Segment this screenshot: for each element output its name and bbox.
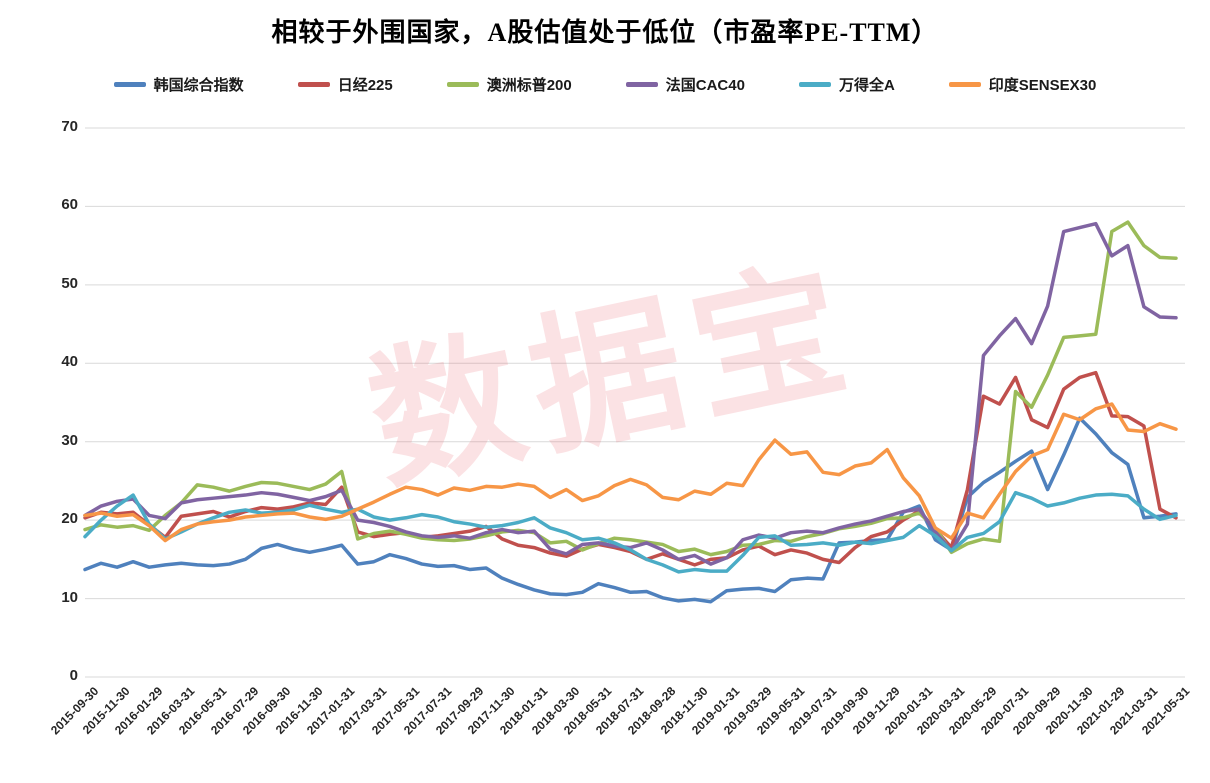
legend-label: 澳洲标普200 <box>486 77 572 94</box>
chart-title: 相较于外围国家，A股估值处于低位（市盈率PE-TTM） <box>271 18 939 47</box>
y-tick-label-20: 20 <box>61 510 78 528</box>
y-tick-label-40: 40 <box>61 353 78 371</box>
y-tick-label-0: 0 <box>69 667 78 684</box>
legend-swatch-icon <box>798 82 831 87</box>
legend-item-万得全A: 万得全A <box>798 74 895 95</box>
legend-swatch-icon <box>446 82 479 87</box>
y-tick-label-50: 50 <box>61 274 78 292</box>
series-line-日经225 <box>83 370 1178 567</box>
legend-swatch-icon <box>625 82 658 87</box>
series-line-印度SENSEX30 <box>83 402 1178 543</box>
legend-label: 印度SENSEX30 <box>988 77 1097 94</box>
legend: 韩国综合指数 日经225 澳洲标普200 法国CAC40 万得全A 印度SENSEX30 <box>0 74 1210 95</box>
series-line-韩国综合指数 <box>83 416 1178 604</box>
legend-label: 万得全A <box>838 77 895 94</box>
legend-swatch-icon <box>297 82 330 87</box>
legend-item-印度SENSEX30: 印度SENSEX30 <box>948 74 1097 95</box>
legend-item-韩国综合指数: 韩国综合指数 <box>113 74 244 95</box>
y-tick-label-10: 10 <box>61 588 78 606</box>
y-tick-label-60: 60 <box>61 196 78 214</box>
legend-swatch-icon <box>113 82 146 87</box>
legend-label: 韩国综合指数 <box>153 77 244 94</box>
legend-item-澳洲标普200: 澳洲标普200 <box>446 74 572 95</box>
legend-swatch-icon <box>948 82 981 87</box>
series-line-澳洲标普200 <box>83 220 1178 557</box>
legend-label: 日经225 <box>337 77 393 94</box>
y-tick-label-30: 30 <box>61 431 78 449</box>
legend-item-日经225: 日经225 <box>297 74 393 95</box>
legend-label: 法国CAC40 <box>665 77 745 94</box>
legend-item-法国CAC40: 法国CAC40 <box>625 74 745 95</box>
y-tick-label-70: 70 <box>61 118 78 135</box>
series-line-万得全A <box>83 490 1178 574</box>
series-line-法国CAC40 <box>83 221 1178 566</box>
